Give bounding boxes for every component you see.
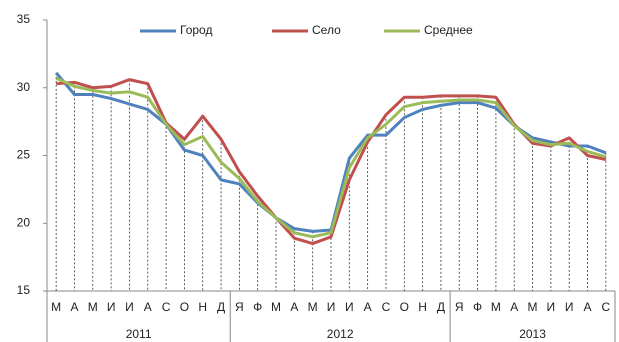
x-tick-label: Я [235,300,244,314]
series-line [55,71,607,233]
y-tick-label: 20 [17,215,31,229]
x-tick-label: О [180,300,189,314]
x-tick-label: И [547,300,556,314]
x-tick-label: Ф [253,300,262,314]
x-tick-label: А [290,300,298,314]
x-tick-label: И [327,300,336,314]
group-label: 2012 [327,327,354,341]
legend-label: Город [180,23,212,37]
legend-label: Среднее [424,23,473,37]
x-tick-label: М [88,300,98,314]
x-tick-label: М [491,300,501,314]
x-tick-label: И [125,300,134,314]
y-tick-label: 30 [17,80,31,94]
x-tick-label: М [528,300,538,314]
y-tick-label: 15 [17,283,31,297]
series-line [56,78,607,246]
x-tick-label: М [308,300,318,314]
x-tick-label: Д [217,300,225,314]
x-tick-label: О [400,300,409,314]
x-tick-label: А [510,300,518,314]
x-tick-label: С [602,300,611,314]
x-tick-label: М [51,300,61,314]
x-tick-label: Д [437,300,445,314]
x-tick-label: А [70,300,78,314]
legend-label: Село [312,23,341,37]
y-tick-label: 35 [17,12,31,26]
x-tick-label: М [271,300,281,314]
group-label: 2013 [519,327,546,341]
x-tick-label: И [565,300,574,314]
x-tick-label: Ф [473,300,482,314]
x-tick-label: С [162,300,171,314]
series-line [55,76,607,239]
x-tick-label: И [345,300,354,314]
x-tick-label: А [584,300,592,314]
x-tick-label: И [107,300,116,314]
x-tick-label: С [382,300,391,314]
x-tick-label: Я [455,300,464,314]
x-tick-label: Н [198,300,207,314]
x-tick-label: А [144,300,152,314]
y-tick-label: 25 [17,148,31,162]
x-tick-label: А [364,300,372,314]
x-tick-label: Н [418,300,427,314]
group-label: 2011 [126,327,152,341]
